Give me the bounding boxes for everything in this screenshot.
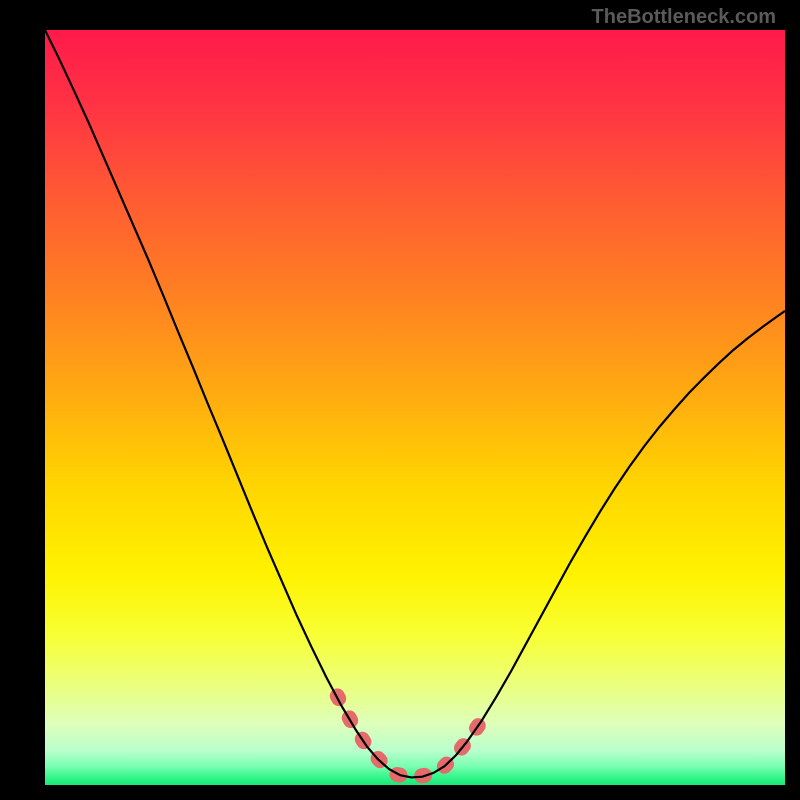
chart-plot-area — [45, 30, 785, 785]
chart-background-gradient — [45, 30, 785, 785]
chart-svg — [45, 30, 785, 785]
watermark-text: TheBottleneck.com — [592, 6, 776, 29]
